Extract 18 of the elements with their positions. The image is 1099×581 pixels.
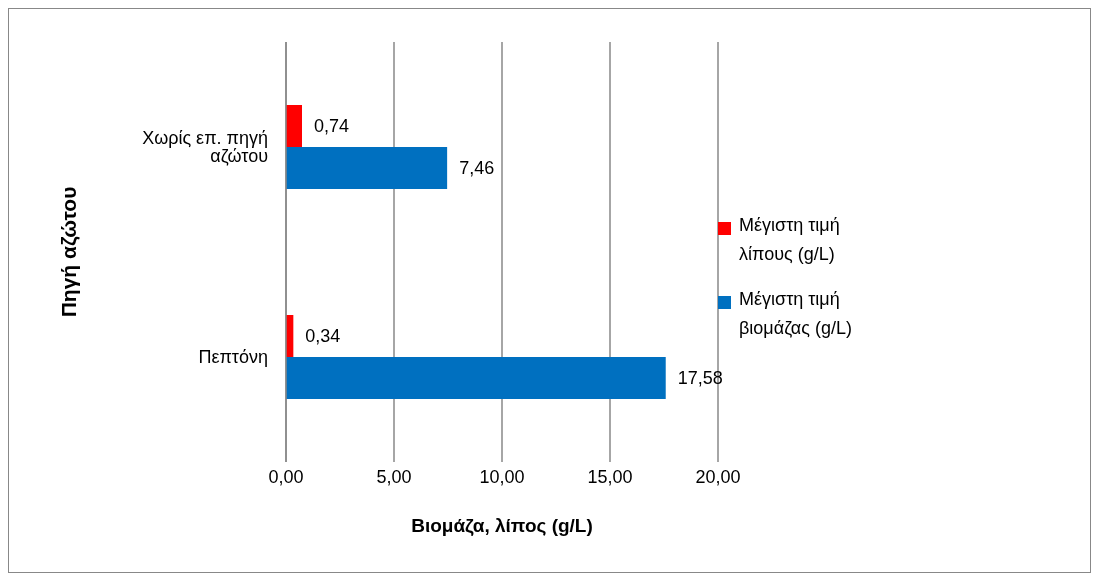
bar <box>286 105 302 147</box>
x-tick-label: 20,00 <box>695 466 741 487</box>
x-tick-label: 10,00 <box>479 466 525 487</box>
bar <box>286 357 666 399</box>
y-tick-label: Χωρίς επ. πηγή αζώτου <box>142 128 268 167</box>
data-label: 7,46 <box>459 158 495 179</box>
x-axis-title: Βιομάζα, λίπος (g/L) <box>411 515 593 537</box>
legend-label: Μέγιστη τιμή λίπους (g/L) <box>739 213 841 266</box>
data-label: 0,74 <box>313 116 350 137</box>
x-tick-label: 0,00 <box>268 466 304 487</box>
x-tick-label: 15,00 <box>587 466 633 487</box>
data-label: 0,34 <box>305 326 341 347</box>
y-axis-title: Πηγή αζώτου <box>57 186 81 318</box>
bar <box>286 147 448 189</box>
legend-label: Μέγιστη τιμή βιομάζας (g/L) <box>739 287 853 340</box>
x-tick-label: 5,00 <box>376 466 412 487</box>
data-label: 17,58 <box>677 368 723 389</box>
y-tick-label: Πεπτόνη <box>198 347 268 368</box>
